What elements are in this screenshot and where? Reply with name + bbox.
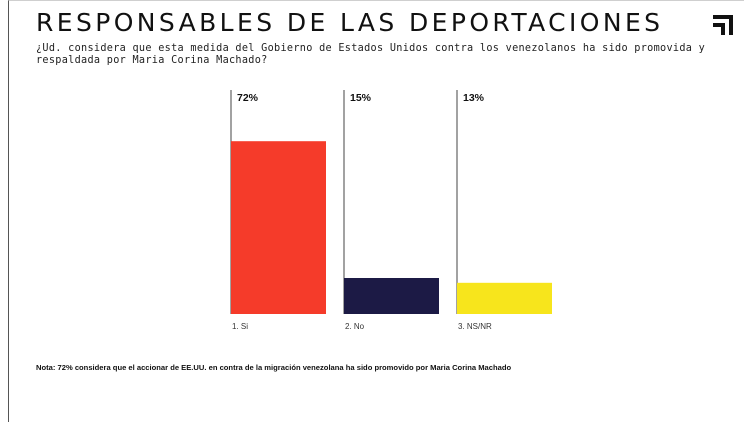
survey-question: ¿Ud. considera que esta medida del Gobie…	[36, 43, 706, 66]
bar-chart: 72% 1. Si 15% 2. No 13% 3. NS/NR	[230, 90, 552, 331]
bar-3	[457, 282, 552, 314]
page-title: RESPONSABLES DE LAS DEPORTACIONES	[36, 8, 664, 37]
category-label: 1. Si	[232, 322, 248, 331]
chart-note: Nota: 72% considera que el accionar de E…	[36, 363, 512, 372]
bar-1	[231, 141, 326, 314]
bar-value-label: 72%	[237, 92, 259, 104]
bar-value-label: 13%	[463, 92, 485, 104]
brand-logo-icon	[713, 15, 733, 35]
chart-frame	[8, 0, 744, 422]
category-label: 2. No	[345, 322, 365, 331]
bar-value-label: 15%	[350, 92, 372, 104]
bar-2	[344, 278, 439, 314]
category-label: 3. NS/NR	[458, 322, 492, 331]
